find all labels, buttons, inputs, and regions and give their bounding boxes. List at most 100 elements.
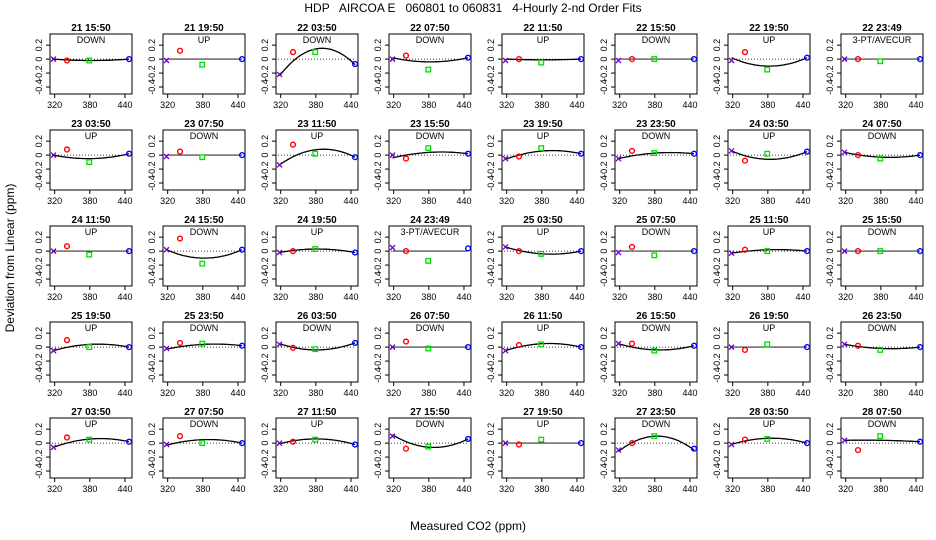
std3-point (425, 443, 432, 450)
x-tick-label: 380 (760, 292, 775, 302)
std1-point (50, 56, 57, 63)
x-tick-label: 320 (612, 484, 627, 494)
panel-direction: UP (537, 227, 550, 237)
std4-point (238, 56, 246, 63)
y-tick-label: 0.2 (260, 327, 270, 340)
std2-point (515, 248, 523, 255)
y-tick-label: -0.2 (147, 65, 157, 81)
std3-point (538, 250, 545, 257)
panel-title: 26 07:50 (410, 311, 450, 322)
panel-title: 22 11:50 (524, 23, 563, 34)
y-tick-label: 0.2 (147, 423, 157, 436)
y-tick-label: 0 (825, 441, 835, 446)
y-tick-label: -0.2 (373, 161, 383, 177)
y-tick-label: -0.2 (486, 353, 496, 369)
x-tick-label: 320 (612, 196, 627, 206)
panel-frame (840, 417, 924, 479)
std1-point (728, 250, 735, 257)
y-tick-label: 0 (34, 441, 44, 446)
y-tick-label: -0.2 (373, 65, 383, 81)
y-tick-label: -0.4 (825, 79, 835, 95)
std3-point (764, 435, 771, 442)
panel-title: 28 03:50 (749, 407, 789, 418)
y-tick-label: -0.2 (712, 353, 722, 369)
y-tick-label: 0.2 (34, 39, 44, 52)
std2-point (741, 246, 749, 253)
std1-point (389, 244, 396, 251)
panel-title: 22 23:49 (862, 23, 902, 34)
x-tick-label: 440 (456, 196, 471, 206)
std4-point (351, 60, 359, 68)
std4-point (464, 54, 472, 61)
std2-point (63, 243, 71, 250)
std1-point (502, 155, 509, 162)
y-tick-label: -0.2 (712, 449, 722, 465)
std3-point (199, 440, 206, 447)
y-tick-label: 0.2 (260, 231, 270, 244)
std4-point (803, 440, 811, 447)
y-tick-label: 0 (373, 249, 383, 254)
y-tick-label: -0.2 (486, 257, 496, 273)
y-tick-label: -0.4 (825, 175, 835, 191)
std3-point (312, 436, 319, 443)
panel-frame (727, 129, 811, 191)
panel-frame (614, 129, 698, 191)
y-tick-label: 0.2 (373, 231, 383, 244)
x-tick-label: 380 (308, 484, 323, 494)
x-tick-label: 380 (534, 484, 549, 494)
std4-point (803, 248, 811, 255)
x-tick-label: 320 (47, 100, 62, 110)
panel-direction: DOWN (642, 35, 671, 45)
x-tick-label: 320 (612, 292, 627, 302)
y-tick-label: -0.2 (34, 449, 44, 465)
x-tick-label: 440 (795, 388, 810, 398)
y-tick-label: 0.2 (599, 327, 609, 340)
std1-point (163, 345, 170, 352)
panel-direction: UP (85, 419, 98, 429)
panel-direction: DOWN (416, 35, 445, 45)
x-tick-label: 320 (499, 388, 514, 398)
panel-title: 27 23:50 (636, 407, 676, 418)
x-tick-label: 380 (534, 292, 549, 302)
x-tick-label: 380 (82, 100, 97, 110)
x-tick-label: 380 (308, 388, 323, 398)
x-tick-label: 440 (569, 100, 584, 110)
x-tick-label: 380 (195, 388, 210, 398)
std2-point (628, 56, 636, 63)
std4-point (464, 344, 472, 351)
y-tick-label: 0.2 (712, 231, 722, 244)
y-tick-label: 0 (599, 249, 609, 254)
panel-title: 22 03:50 (297, 23, 337, 34)
x-tick-label: 380 (308, 100, 323, 110)
y-tick-label: 0 (712, 57, 722, 62)
std4-point (803, 344, 811, 351)
panel-direction: UP (85, 131, 98, 141)
std1-point (389, 56, 396, 63)
panel-title: 23 15:50 (410, 119, 450, 130)
panel-direction: UP (763, 323, 776, 333)
x-tick-label: 380 (82, 484, 97, 494)
y-tick-label: -0.4 (34, 463, 44, 479)
y-tick-label: 0 (373, 57, 383, 62)
panel-title: 25 03:50 (523, 215, 563, 226)
std4-point (351, 339, 359, 347)
fit-curve (279, 148, 356, 166)
x-tick-label: 380 (647, 292, 662, 302)
y-tick-label: 0 (260, 345, 270, 350)
y-tick-label: -0.4 (147, 175, 157, 191)
y-tick-label: -0.4 (712, 271, 722, 287)
x-tick-label: 320 (499, 100, 514, 110)
std2-point (176, 148, 184, 155)
y-tick-label: 0 (712, 441, 722, 446)
panel-title: 23 23:50 (636, 119, 676, 130)
y-tick-label: -0.4 (486, 175, 496, 191)
